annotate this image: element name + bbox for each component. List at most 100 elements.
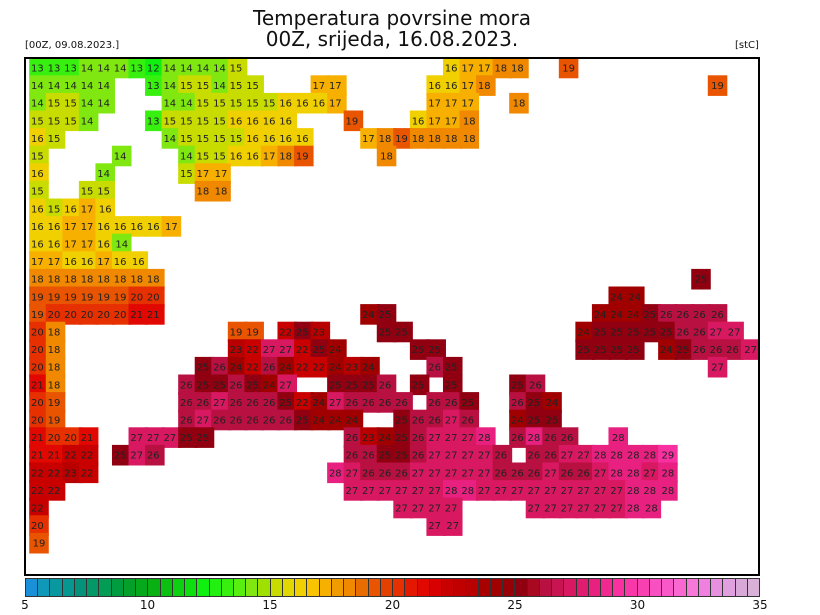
sst-cell <box>178 163 198 184</box>
sst-cell <box>591 497 612 519</box>
sst-cell <box>426 110 446 132</box>
sst-cell <box>426 427 446 448</box>
sst-cell <box>360 480 380 501</box>
sst-cell <box>29 409 49 431</box>
sst-cell <box>62 59 82 79</box>
sst-cell <box>658 462 678 484</box>
sst-cell <box>211 163 231 184</box>
sst-cell <box>376 321 397 343</box>
sst-cell <box>327 462 347 484</box>
sst-cell <box>591 321 612 343</box>
sst-cell <box>442 110 463 132</box>
sst-cell <box>211 128 231 149</box>
sst-cell <box>194 163 215 184</box>
sst-cell <box>376 304 397 325</box>
sst-cell <box>409 128 430 149</box>
sst-cell <box>178 392 198 413</box>
sst-cell <box>542 497 562 519</box>
sst-cell <box>525 480 546 501</box>
sst-cell <box>277 321 298 343</box>
sst-map: 13 13 13 14 14 14 13 12 14 14 14 14 15 .… <box>24 57 760 576</box>
sst-cell <box>29 374 49 396</box>
sst-cell <box>227 374 248 396</box>
sst-cell <box>691 321 711 343</box>
colorbar-swatch <box>527 579 540 596</box>
sst-cell <box>575 339 595 360</box>
sst-cell <box>525 427 546 448</box>
sst-row-values: 16 15 . . . . . . 14 15 15 15 15 16 16 1… <box>31 134 476 145</box>
colorbar-swatch <box>405 579 418 596</box>
sst-cell <box>29 145 49 167</box>
colorbar-swatch <box>417 579 430 596</box>
sst-cell <box>277 92 298 114</box>
sst-cell <box>608 304 629 325</box>
sst-row-values: 20 19 . . . . . . . 26 27 26 26 26 26 26… <box>31 416 558 427</box>
sst-cell <box>310 75 331 96</box>
sst-cell <box>591 339 612 360</box>
sst-cell <box>310 409 331 431</box>
colorbar-swatch <box>662 579 675 596</box>
sst-row-values: 16 16 17 17 16 16 16 16 17 <box>31 222 178 233</box>
sst-row-values: 15 . . 15 15 . . . . . 18 18 <box>31 187 227 198</box>
sst-cell <box>575 462 595 484</box>
sst-cell <box>178 110 198 132</box>
colorbar-swatch <box>711 579 724 596</box>
sst-row-values: 22 . . . . . . . . . . . . . . . . . . .… <box>31 504 658 515</box>
sst-cell <box>442 497 463 519</box>
sst-cell <box>393 444 413 466</box>
colorbar-swatch <box>160 579 173 596</box>
sst-cell <box>244 75 264 96</box>
colorbar-swatch <box>331 579 345 596</box>
sst-cell <box>211 409 231 431</box>
colorbar-swatch <box>148 579 161 596</box>
colorbar-swatch <box>123 579 137 596</box>
sst-cell <box>128 304 149 325</box>
sst-cell <box>45 233 66 255</box>
sst-cell <box>78 462 99 484</box>
sst-cell <box>442 59 463 79</box>
sst-cell <box>211 180 231 202</box>
sst-cell <box>111 251 132 272</box>
sst-cell <box>509 480 529 501</box>
sst-cell <box>78 59 99 79</box>
sst-labels: 13 13 13 14 14 14 13 12 14 14 14 14 15 .… <box>31 64 757 550</box>
sst-cell <box>442 128 463 149</box>
sst-cell <box>260 145 281 167</box>
sst-cell <box>260 128 281 149</box>
sst-cell <box>78 110 99 132</box>
sst-cell <box>145 216 165 237</box>
sst-cell <box>343 356 364 378</box>
sst-cell <box>310 392 331 413</box>
sst-cell <box>426 444 446 466</box>
sst-cell <box>608 497 629 519</box>
sst-cell <box>145 304 165 325</box>
sst-cell <box>558 427 579 448</box>
sst-row-values: 13 13 13 14 14 14 13 12 14 14 14 14 15 .… <box>31 64 575 75</box>
sst-row-values: 17 17 16 16 17 16 16 <box>31 257 145 268</box>
sst-cell <box>128 444 149 466</box>
sst-cell <box>62 462 82 484</box>
sst-cell <box>442 427 463 448</box>
sst-cell <box>244 128 264 149</box>
sst-cell <box>62 110 82 132</box>
sst-cell <box>641 321 662 343</box>
sst-cell <box>360 392 380 413</box>
sst-cell <box>426 128 446 149</box>
sst-cell <box>244 392 264 413</box>
sst-cell <box>625 304 645 325</box>
sst-cell <box>78 233 99 255</box>
sst-cell <box>343 480 364 501</box>
sst-cell <box>343 444 364 466</box>
sst-cell <box>360 128 380 149</box>
sst-cell <box>625 339 645 360</box>
sst-cell <box>625 321 645 343</box>
colorbar-swatch <box>344 579 357 596</box>
sst-cell <box>45 128 66 149</box>
sst-cell <box>45 286 66 308</box>
sst-cell <box>29 427 49 448</box>
sst-cell <box>492 444 513 466</box>
sst-cell <box>260 356 281 378</box>
sst-cell <box>360 462 380 484</box>
sst-cell <box>178 409 198 431</box>
sst-cell <box>509 462 529 484</box>
